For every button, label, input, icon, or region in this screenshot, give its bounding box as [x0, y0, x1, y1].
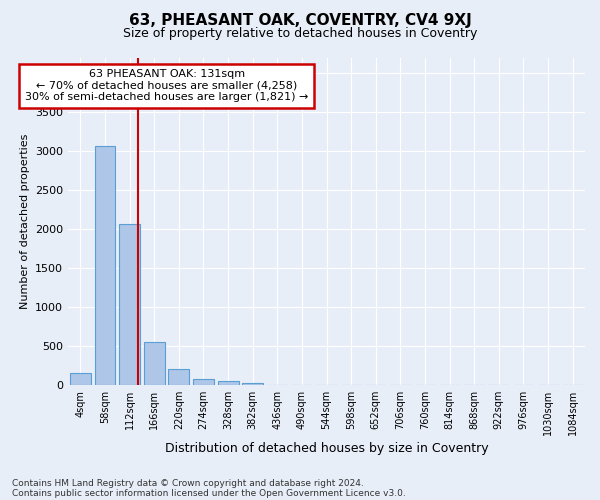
Bar	[119, 224, 140, 385]
Bar	[169, 368, 190, 385]
Text: Contains HM Land Registry data © Crown copyright and database right 2024.: Contains HM Land Registry data © Crown c…	[12, 478, 364, 488]
Text: Contains public sector information licensed under the Open Government Licence v3: Contains public sector information licen…	[12, 488, 406, 498]
Text: 63 PHEASANT OAK: 131sqm
← 70% of detached houses are smaller (4,258)
30% of semi: 63 PHEASANT OAK: 131sqm ← 70% of detache…	[25, 69, 308, 102]
Bar	[193, 380, 214, 385]
Y-axis label: Number of detached properties: Number of detached properties	[20, 134, 29, 309]
Bar	[218, 382, 239, 385]
X-axis label: Distribution of detached houses by size in Coventry: Distribution of detached houses by size …	[165, 442, 488, 455]
Text: 63, PHEASANT OAK, COVENTRY, CV4 9XJ: 63, PHEASANT OAK, COVENTRY, CV4 9XJ	[128, 12, 472, 28]
Bar	[144, 342, 165, 385]
Text: Size of property relative to detached houses in Coventry: Size of property relative to detached ho…	[123, 28, 477, 40]
Bar	[242, 382, 263, 385]
Bar	[70, 373, 91, 385]
Bar	[95, 146, 115, 385]
